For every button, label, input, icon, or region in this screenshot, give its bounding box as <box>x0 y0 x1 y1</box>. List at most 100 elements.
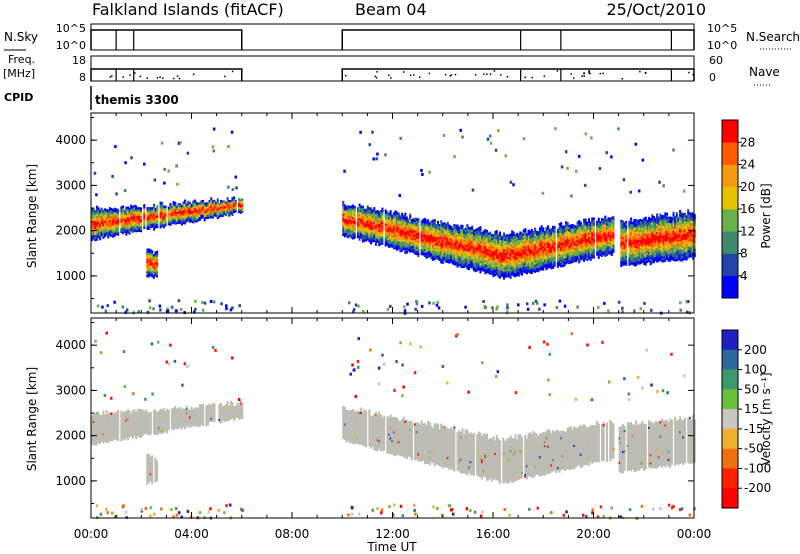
echo-cell <box>651 232 654 235</box>
echo-cell <box>104 208 107 211</box>
echo-cell <box>633 257 636 261</box>
echo-cell <box>130 208 133 212</box>
echo-cell <box>643 260 646 263</box>
echo-cell <box>459 242 462 246</box>
echo-cell <box>361 207 364 210</box>
echo-cell <box>654 222 657 225</box>
echo-cell <box>592 229 595 233</box>
echo-cell <box>430 230 433 233</box>
echo-cell <box>151 268 154 272</box>
echo-cell <box>174 218 177 221</box>
echo-cell <box>657 239 660 242</box>
echo-cell <box>490 266 493 269</box>
echo-cell <box>542 241 545 245</box>
echo-cell <box>623 230 626 233</box>
echo-cell <box>133 229 136 232</box>
echo-cell <box>565 255 568 259</box>
echo-cell <box>420 222 423 225</box>
echo-cell <box>474 263 477 267</box>
echo-cell <box>628 234 631 238</box>
echo-cell <box>177 203 180 206</box>
echo-cell <box>638 239 641 243</box>
nave-dot <box>390 77 392 79</box>
echo-cell <box>348 222 351 225</box>
echo-cell <box>342 205 345 208</box>
echo-cell <box>104 234 107 238</box>
echo-cell <box>368 227 371 231</box>
echo-cell <box>453 256 456 260</box>
echo-cell <box>570 240 573 244</box>
echo-cell <box>503 277 506 280</box>
echo-cell <box>370 239 373 243</box>
echo-cell <box>656 254 659 257</box>
echo-cell <box>482 244 485 248</box>
echo-cell <box>570 230 573 233</box>
echo-cell <box>131 226 134 229</box>
echo-cell <box>463 257 466 260</box>
echo-cell <box>489 270 492 273</box>
echo-cell <box>373 219 376 222</box>
echo-cell <box>597 223 600 227</box>
echo-cell <box>397 212 400 216</box>
echo-cell <box>156 205 159 208</box>
echo-cell <box>621 224 624 227</box>
echo-cell <box>464 256 467 259</box>
echo-cell <box>553 240 556 243</box>
echo-cell <box>540 263 543 267</box>
echo-cell <box>584 240 587 244</box>
echo-cell <box>633 233 636 236</box>
echo-cell <box>152 266 155 269</box>
echo-cell <box>607 225 610 228</box>
echo-cell <box>631 240 634 243</box>
echo-cell <box>657 220 660 224</box>
echo-cell <box>489 239 492 243</box>
echo-cell <box>519 264 522 267</box>
echo-cell <box>415 246 418 250</box>
echo-cell <box>550 246 553 249</box>
echo-cell <box>353 213 356 217</box>
echo-cell <box>366 238 369 241</box>
echo-cell <box>479 238 482 241</box>
echo-cell <box>537 261 540 265</box>
freq-tick-bottom: 8 <box>79 71 86 84</box>
echo-cell <box>224 207 227 211</box>
echo-cell <box>123 214 126 217</box>
echo-cell <box>387 212 391 216</box>
echo-cell <box>414 217 417 220</box>
echo-cell <box>180 216 183 220</box>
echo-cell <box>410 237 413 240</box>
echo-cell <box>651 218 654 221</box>
echo-cell <box>550 248 553 251</box>
echo-cell <box>669 220 672 224</box>
echo-cell <box>477 265 480 269</box>
echo-cell <box>466 262 469 266</box>
echo-cell <box>578 260 581 264</box>
echo-cell <box>177 215 180 218</box>
echo-cell <box>587 238 591 242</box>
echo-cell <box>507 266 510 270</box>
echo-cell <box>469 243 472 246</box>
echo-cell <box>458 251 461 254</box>
echo-cell <box>458 241 461 244</box>
echo-cell <box>99 213 102 216</box>
echo-cell <box>538 241 542 245</box>
echo-cell <box>506 252 509 256</box>
echo-cell <box>91 234 94 237</box>
echo-cell <box>356 221 359 224</box>
echo-cell <box>410 231 413 234</box>
echo-cell <box>662 231 665 234</box>
echo-cell <box>241 206 244 209</box>
echo-cell <box>558 235 561 238</box>
echo-cell <box>621 228 624 232</box>
echo-cell <box>231 197 234 200</box>
echo-cell <box>139 223 143 227</box>
echo-cell <box>453 232 456 235</box>
echo-cell <box>161 218 164 221</box>
echo-cell <box>154 255 157 258</box>
echo-cell <box>550 240 553 243</box>
echo-cell <box>200 200 203 203</box>
echo-cell <box>438 248 441 251</box>
echo-cell <box>405 249 408 252</box>
echo-cell <box>427 221 430 224</box>
echo-cell <box>517 235 520 238</box>
